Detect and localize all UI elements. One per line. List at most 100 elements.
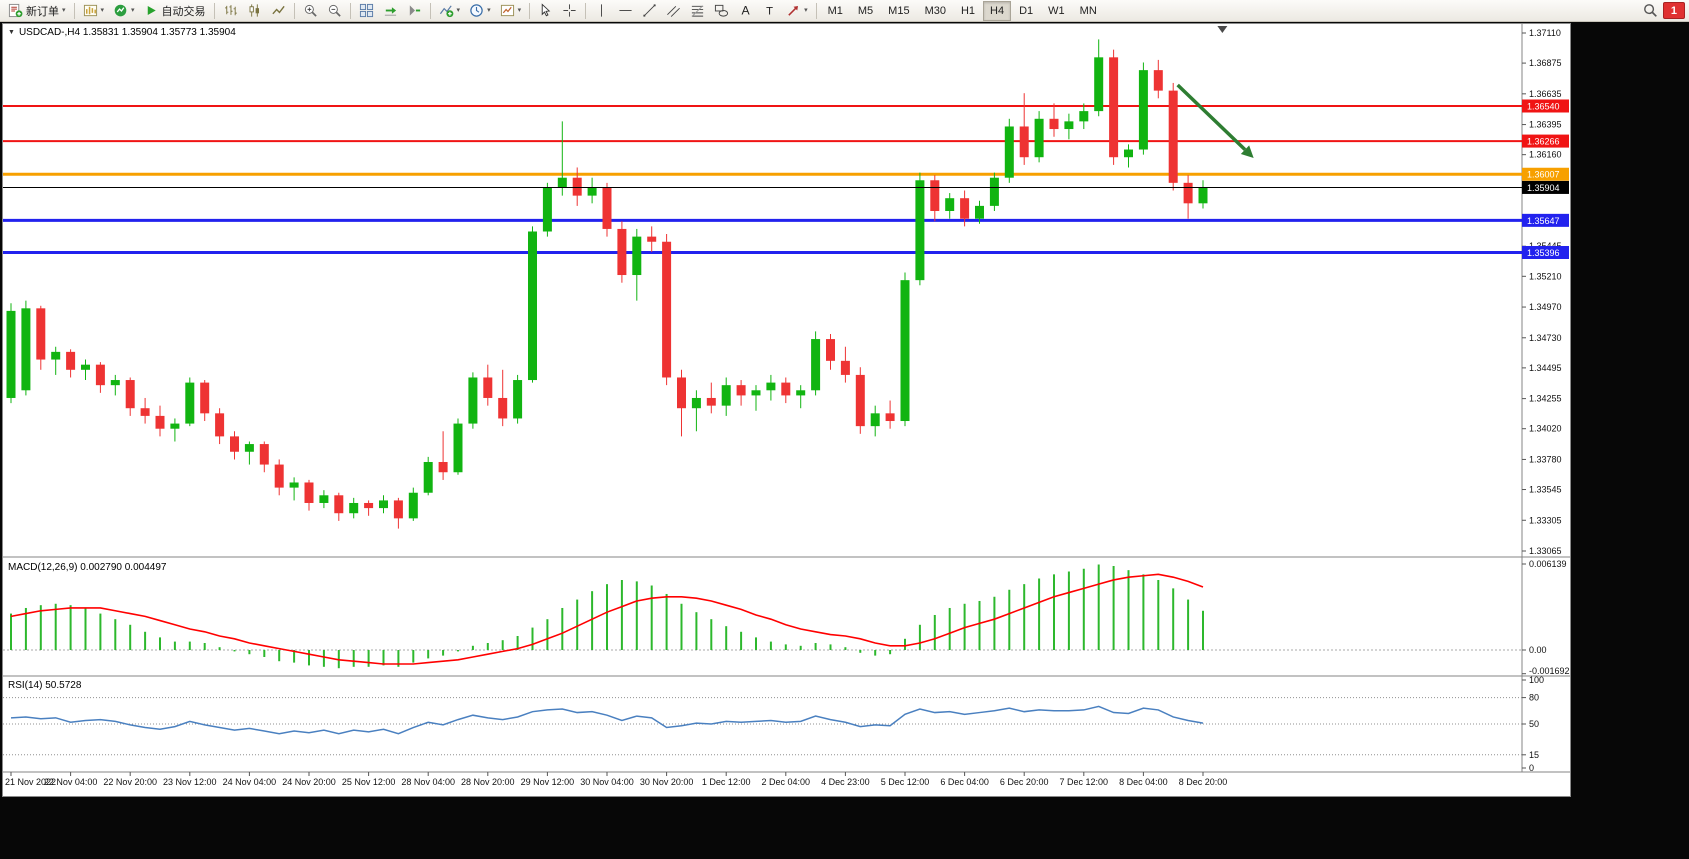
vline-icon	[594, 3, 609, 18]
profiles-icon	[113, 3, 128, 18]
candle-body	[632, 236, 642, 276]
arrows-button[interactable]: ▾	[782, 1, 812, 21]
zoom-in-button[interactable]	[299, 1, 322, 21]
hline-icon	[618, 3, 633, 18]
cursor-button[interactable]	[534, 1, 557, 21]
time-tick-label: 28 Nov 04:00	[401, 777, 455, 787]
level-lines[interactable]	[3, 104, 1522, 254]
clock-icon	[469, 3, 484, 18]
caret-down-icon: ▾	[131, 7, 135, 14]
label-button[interactable]: T	[758, 1, 781, 21]
auto-scroll-button[interactable]	[379, 1, 402, 21]
timeframe-w1-button[interactable]: W1	[1041, 1, 1072, 21]
time-tick-label: 29 Nov 12:00	[521, 777, 575, 787]
time-tick-label: 22 Nov 20:00	[103, 777, 157, 787]
candle-body	[1138, 70, 1148, 150]
candle-body	[304, 482, 314, 503]
price-tick-label: 1.34020	[1529, 424, 1562, 434]
candle-body	[557, 177, 567, 188]
channel-button[interactable]	[662, 1, 685, 21]
fibonacci-button[interactable]	[686, 1, 709, 21]
timeframe-m15-button[interactable]: M15	[881, 1, 916, 21]
play-icon	[144, 3, 159, 18]
horizontal-line-button[interactable]	[614, 1, 637, 21]
candle-body	[289, 482, 299, 488]
zoom-out-button[interactable]	[323, 1, 346, 21]
auto-trading-button[interactable]: 自动交易	[140, 1, 210, 21]
trendline-button[interactable]	[638, 1, 661, 21]
toolbar-separator	[73, 2, 75, 19]
timeframe-mn-button[interactable]: MN	[1073, 1, 1104, 21]
price-tick-label: 1.36875	[1529, 58, 1562, 68]
vertical-line-button[interactable]	[590, 1, 613, 21]
search-button[interactable]	[1639, 1, 1662, 21]
crosshair-button[interactable]	[558, 1, 581, 21]
chart-canvas[interactable]: 1.371101.368751.366351.363951.361601.354…	[3, 24, 1570, 794]
candle-body	[110, 380, 120, 386]
trend-arrow-line[interactable]	[1176, 83, 1247, 151]
rsi-line	[10, 705, 1204, 735]
cursor-icon	[538, 3, 553, 18]
price-axis[interactable]: 1.371101.368751.366351.363951.361601.354…	[1522, 28, 1569, 556]
candle-body	[855, 374, 865, 427]
auto-scroll-icon	[383, 3, 398, 18]
timeframe-m30-button[interactable]: M30	[918, 1, 953, 21]
candle-body	[930, 180, 940, 212]
timeframe-h1-button[interactable]: H1	[954, 1, 982, 21]
macd-tick-label: -0.001692	[1529, 666, 1570, 676]
candle-body	[498, 397, 508, 419]
price-tick-label: 1.35210	[1529, 271, 1562, 281]
toolbar-separator	[429, 2, 431, 19]
candle-body	[379, 500, 388, 509]
price-badge	[1522, 99, 1569, 113]
chart-shift-button[interactable]	[403, 1, 426, 21]
chart-shift-marker[interactable]	[1217, 26, 1228, 33]
candle-body	[1109, 57, 1119, 158]
ohlc-bars-button[interactable]	[219, 1, 242, 21]
new-chart-button[interactable]: ▾	[79, 1, 109, 21]
timeframe-d1-button[interactable]: D1	[1012, 1, 1040, 21]
price-badge-text: 1.36266	[1527, 137, 1560, 147]
new-order-button[interactable]: 新订单 ▾	[4, 1, 70, 21]
time-tick-label: 25 Nov 12:00	[342, 777, 396, 787]
candle-body	[572, 177, 582, 196]
annotation-arrow[interactable]	[1176, 83, 1254, 158]
candle-body	[1198, 187, 1208, 204]
label-icon: T	[762, 3, 777, 18]
new-order-button-label: 新订单	[26, 5, 59, 18]
timeframe-h4-button[interactable]: H4	[983, 0, 1012, 21]
candle-body	[1034, 118, 1044, 158]
price-tick-label: 1.33305	[1529, 515, 1562, 525]
timeframe-m1-button[interactable]: M1	[821, 1, 850, 21]
candlestick-button[interactable]	[243, 1, 266, 21]
candle-body	[617, 228, 627, 276]
tile-windows-button[interactable]	[355, 1, 378, 21]
candle-body	[1004, 126, 1014, 178]
shapes-button[interactable]	[710, 1, 733, 21]
time-tick-label: 2 Dec 04:00	[762, 777, 811, 787]
text-button[interactable]: A	[734, 1, 757, 21]
indicators-button[interactable]: ▾	[435, 1, 465, 21]
periods-button[interactable]: ▾	[465, 1, 495, 21]
profiles-button[interactable]: ▾	[109, 1, 139, 21]
candle-body	[423, 461, 433, 493]
templates-button[interactable]: ▾	[496, 1, 526, 21]
chart-title: ▼ USDCAD-,H4 1.35831 1.35904 1.35773 1.3…	[8, 27, 236, 38]
candle-body	[721, 385, 731, 406]
one-click-trading-toggle-icon[interactable]: ▼	[8, 29, 15, 36]
chart-window[interactable]: ▼ USDCAD-,H4 1.35831 1.35904 1.35773 1.3…	[2, 23, 1571, 797]
macd-tick-label: 0.006139	[1529, 559, 1567, 569]
candle-body	[259, 444, 269, 465]
zoom-in-icon	[303, 3, 318, 18]
timeframe-m5-button[interactable]: M5	[851, 1, 880, 21]
price-tick-label: 1.34255	[1529, 394, 1562, 404]
notifications-button[interactable]: 1	[1662, 2, 1685, 19]
chart-shift-icon	[407, 3, 422, 18]
line-chart-button[interactable]	[267, 1, 290, 21]
rsi-label: RSI(14) 50.5728	[8, 680, 82, 691]
fibo-icon	[690, 3, 705, 18]
candle-body	[706, 397, 716, 406]
price-tick-label: 1.36160	[1529, 150, 1562, 160]
